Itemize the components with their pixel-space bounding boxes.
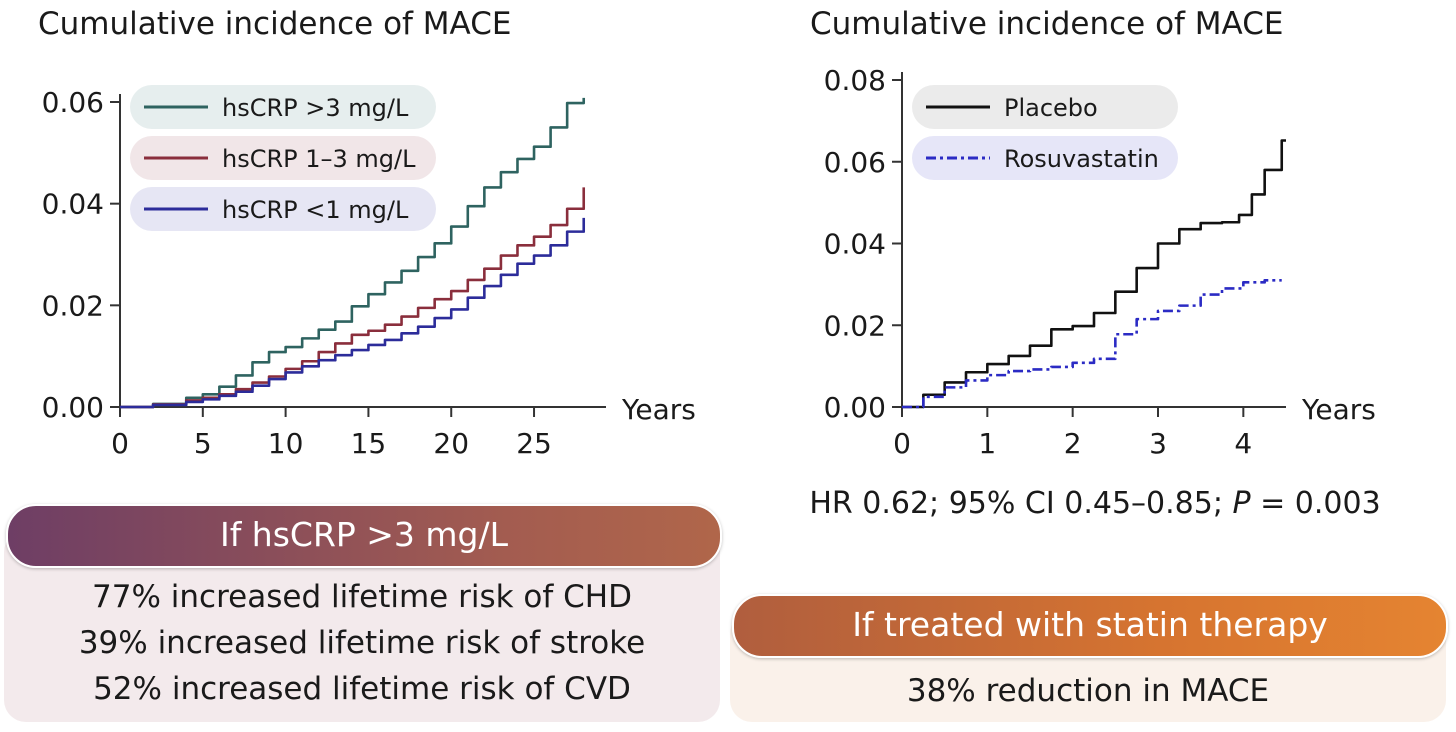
right-series-placebo bbox=[902, 139, 1286, 409]
right-series-rosuvastatin bbox=[902, 278, 1282, 409]
left-y-tick-label: 0.04 bbox=[42, 188, 104, 221]
right-x-tick-label: 3 bbox=[1149, 427, 1167, 460]
left-series-hscrp-3-mg-l bbox=[120, 97, 586, 409]
p-value-letter: P bbox=[1232, 486, 1251, 521]
risk-line-cvd: 52% increased lifetime risk of CVD bbox=[93, 671, 631, 707]
left-x-tick-label: 0 bbox=[111, 427, 129, 460]
right-x-tick-label: 4 bbox=[1234, 427, 1252, 460]
mace-reduction-line: 38% reduction in MACE bbox=[906, 673, 1270, 709]
left-series-hscrp-1-3-mg-l bbox=[120, 187, 586, 409]
hazard-ratio-statistics: HR 0.62; 95% CI 0.45–0.85; P = 0.003 bbox=[780, 486, 1410, 521]
right-y-tick-label: 0.08 bbox=[824, 64, 886, 97]
left-y-tick-label: 0.06 bbox=[42, 86, 104, 119]
left-legend-bg-hscrp-3-mg-l bbox=[130, 85, 436, 129]
statin-benefit-lines: 38% reduction in MACE bbox=[730, 668, 1446, 714]
right-x-tick-label: 1 bbox=[978, 427, 996, 460]
left-series-hscrp-1-mg-l bbox=[120, 217, 586, 409]
right-legend-label-rosuvastatin: Rosuvastatin bbox=[1004, 145, 1159, 173]
left-x-tick-label: 5 bbox=[194, 427, 212, 460]
left-x-tick-label: 25 bbox=[516, 427, 552, 460]
rosuvastatin-cumulative-incidence-chart: 0 1 2 3 4 0.00 0.02 0.04 0.06 0.08 Years Placebo Ros… bbox=[824, 64, 1376, 460]
left-x-tick-label: 15 bbox=[351, 427, 387, 460]
left-legend-bg-hscrp-1-mg-l bbox=[130, 187, 436, 231]
right-x-tick-label: 0 bbox=[893, 427, 911, 460]
risk-line-chd: 77% increased lifetime risk of CHD bbox=[92, 579, 632, 615]
right-y-tick-label: 0.06 bbox=[824, 146, 886, 179]
right-legend-bg-placebo bbox=[912, 85, 1178, 129]
statin-therapy-pill-header: If treated with statin therapy bbox=[732, 594, 1448, 658]
right-chart-title: Cumulative incidence of MACE bbox=[810, 6, 1284, 42]
right-legend-label-placebo: Placebo bbox=[1004, 94, 1098, 122]
left-legend-label-hscrp-1-3-mg-l: hsCRP 1–3 mg/L bbox=[222, 145, 416, 173]
right-legend-bg-rosuvastatin bbox=[912, 136, 1178, 180]
left-chart-title: Cumulative incidence of MACE bbox=[38, 6, 512, 42]
stats-suffix: = 0.003 bbox=[1250, 486, 1381, 521]
stats-prefix: HR 0.62; 95% CI 0.45–0.85; bbox=[809, 486, 1233, 521]
right-y-tick-label: 0.04 bbox=[824, 228, 886, 261]
left-legend-bg-hscrp-1-3-mg-l bbox=[130, 136, 436, 180]
left-y-tick-label: 0.02 bbox=[42, 289, 104, 322]
hscrp-risk-lines: 77% increased lifetime risk of CHD 39% i… bbox=[4, 574, 720, 712]
left-x-tick-label: 10 bbox=[268, 427, 304, 460]
right-x-tick-label: 2 bbox=[1064, 427, 1082, 460]
left-legend-label-hscrp-3-mg-l: hsCRP >3 mg/L bbox=[222, 94, 409, 122]
hscrp-risk-pill-header: If hsCRP >3 mg/L bbox=[6, 504, 722, 568]
right-x-axis-label: Years bbox=[1301, 393, 1376, 426]
left-y-tick-label: 0.00 bbox=[42, 391, 104, 424]
left-x-axis-label: Years bbox=[621, 393, 696, 426]
right-y-tick-label: 0.02 bbox=[824, 309, 886, 342]
risk-line-stroke: 39% increased lifetime risk of stroke bbox=[78, 625, 646, 661]
hscrp-cumulative-incidence-chart: 0 5 10 15 20 25 0.00 0.02 0.04 0.06 Years hsCRP >3 … bbox=[42, 85, 696, 460]
left-legend-label-hscrp-1-mg-l: hsCRP <1 mg/L bbox=[222, 196, 409, 224]
left-x-tick-label: 20 bbox=[433, 427, 469, 460]
right-y-tick-label: 0.00 bbox=[824, 391, 886, 424]
